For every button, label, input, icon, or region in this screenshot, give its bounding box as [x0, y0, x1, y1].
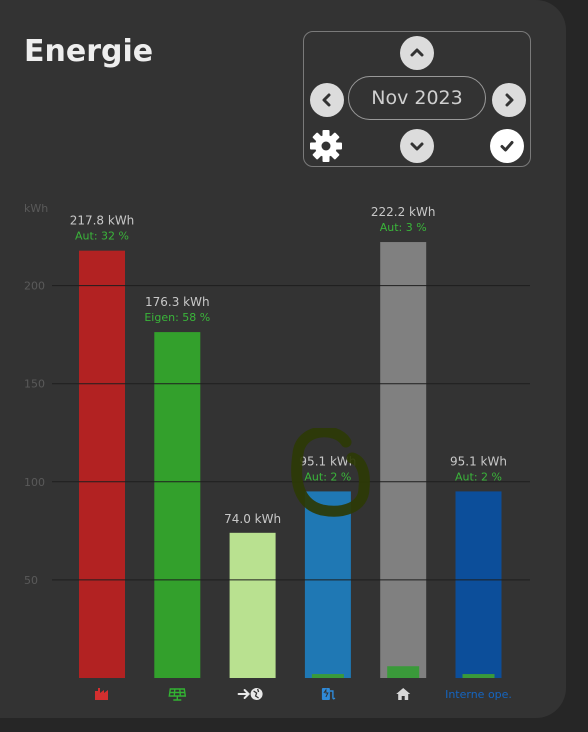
bar: [154, 332, 201, 678]
bar-percent-label: Aut: 2 %: [304, 470, 351, 483]
energy-bar-chart: kWh 217.8 kWh Aut: 32 % 176.3 kWh Eigen: 58…: [24, 202, 530, 701]
chevron-left-icon[interactable]: [310, 83, 344, 117]
bar-value-label: 222.2 kWh: [371, 205, 436, 219]
y-tick-label: 100: [24, 476, 45, 489]
bar-value-label: 176.3 kWh: [145, 295, 210, 309]
bar-self-consumption: [462, 674, 495, 678]
ev-charger-icon: [321, 688, 336, 700]
bar-percent-label: Aut: 32 %: [75, 230, 129, 243]
bar: [455, 491, 502, 678]
bar-percent-label: Aut: 3 %: [380, 221, 427, 234]
bar-value-label: 217.8 kWh: [70, 214, 135, 228]
gear-icon[interactable]: [308, 128, 344, 164]
bar-percent-label: Aut: 2 %: [455, 470, 502, 483]
chevron-right-icon[interactable]: [492, 83, 526, 117]
highlight-marker: [291, 428, 370, 517]
bar-value-label: 95.1 kWh: [299, 454, 356, 468]
energy-card: Energie Nov 2023: [0, 0, 566, 718]
factory-icon: [95, 688, 108, 700]
chevron-up-icon[interactable]: [400, 36, 434, 70]
bar-self-consumption: [311, 674, 344, 678]
y-tick-label: 50: [24, 574, 38, 587]
bar-value-label: 74.0 kWh: [224, 512, 281, 526]
category-label: Interne ope.: [445, 688, 512, 701]
check-icon[interactable]: [490, 129, 524, 163]
bar: [229, 532, 276, 678]
bar: [304, 491, 351, 678]
house-icon: [396, 688, 411, 700]
month-picker: Nov 2023: [303, 31, 531, 167]
y-tick-label: 200: [24, 280, 45, 293]
bar-percent-label: Eigen: 58 %: [144, 311, 210, 324]
solar-panel-icon: [168, 688, 187, 701]
y-axis-unit: kWh: [24, 202, 48, 215]
month-label[interactable]: Nov 2023: [348, 76, 486, 120]
page-title: Energie: [24, 34, 154, 69]
y-tick-label: 150: [24, 378, 45, 391]
bar: [79, 250, 125, 679]
chevron-down-icon[interactable]: [400, 129, 434, 163]
export-grid-icon: [237, 688, 263, 700]
bar-value-label: 95.1 kWh: [450, 454, 507, 468]
bar: [380, 242, 427, 679]
bar-self-consumption: [387, 666, 420, 678]
